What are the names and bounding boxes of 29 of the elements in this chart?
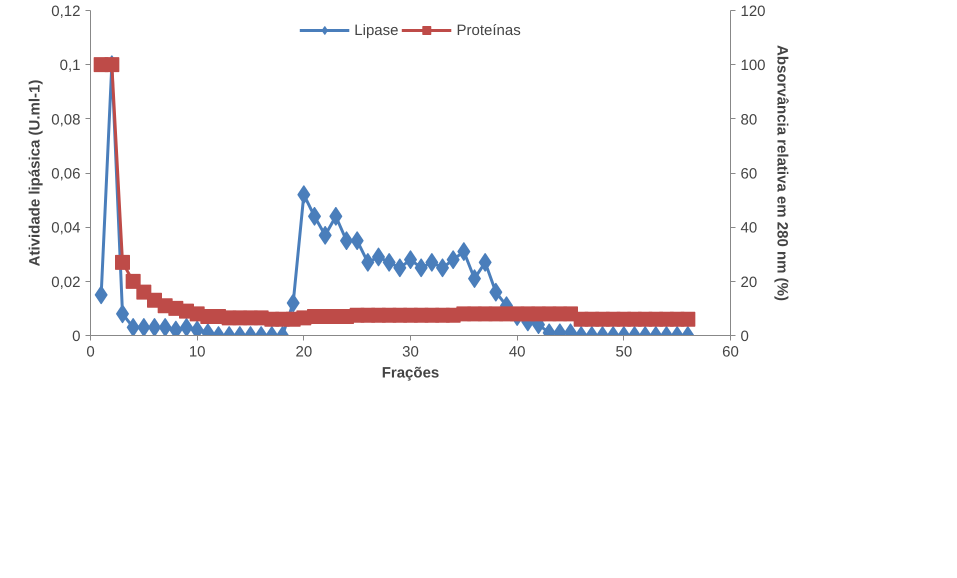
x-tick-label: 30 (402, 344, 419, 360)
point (115, 254, 130, 270)
x-tick-label: 0 (86, 344, 95, 360)
x-tick-label: 10 (188, 344, 206, 360)
y-tick-label: 0,06 (51, 166, 81, 182)
x-tick-label: 60 (722, 344, 739, 360)
y2-tick-label: 120 (740, 3, 766, 20)
y-tick-label: 0,02 (51, 274, 81, 291)
legend-label: Lipase (354, 22, 398, 38)
y2-tick-label: 60 (740, 166, 758, 182)
x-tick-label: 20 (295, 344, 312, 360)
y-tick-label: 0,12 (51, 3, 81, 20)
y2-tick-label: 0 (740, 328, 749, 345)
y2-tick-label: 20 (740, 274, 758, 291)
x-axis-title: Frações (382, 364, 440, 382)
y-tick-label: 0,04 (51, 220, 81, 237)
y2-tick-label: 80 (740, 111, 758, 128)
y2-axis-title: Absorvância relativa em 280 nm (%) (774, 45, 791, 301)
legend-label: Proteínas (456, 22, 521, 38)
y-tick-label: 0,1 (60, 57, 81, 74)
point (126, 274, 141, 289)
x-tick-label: 40 (508, 344, 526, 360)
y-tick-label: 0,08 (51, 111, 81, 128)
y-tick-label: 0 (72, 328, 80, 345)
point (680, 312, 696, 327)
y2-tick-label: 40 (740, 220, 758, 237)
y2-tick-label: 100 (740, 57, 766, 74)
x-tick-label: 50 (615, 344, 632, 360)
y-axis-title: Atividade lipásica (U.ml-1) (26, 80, 44, 266)
